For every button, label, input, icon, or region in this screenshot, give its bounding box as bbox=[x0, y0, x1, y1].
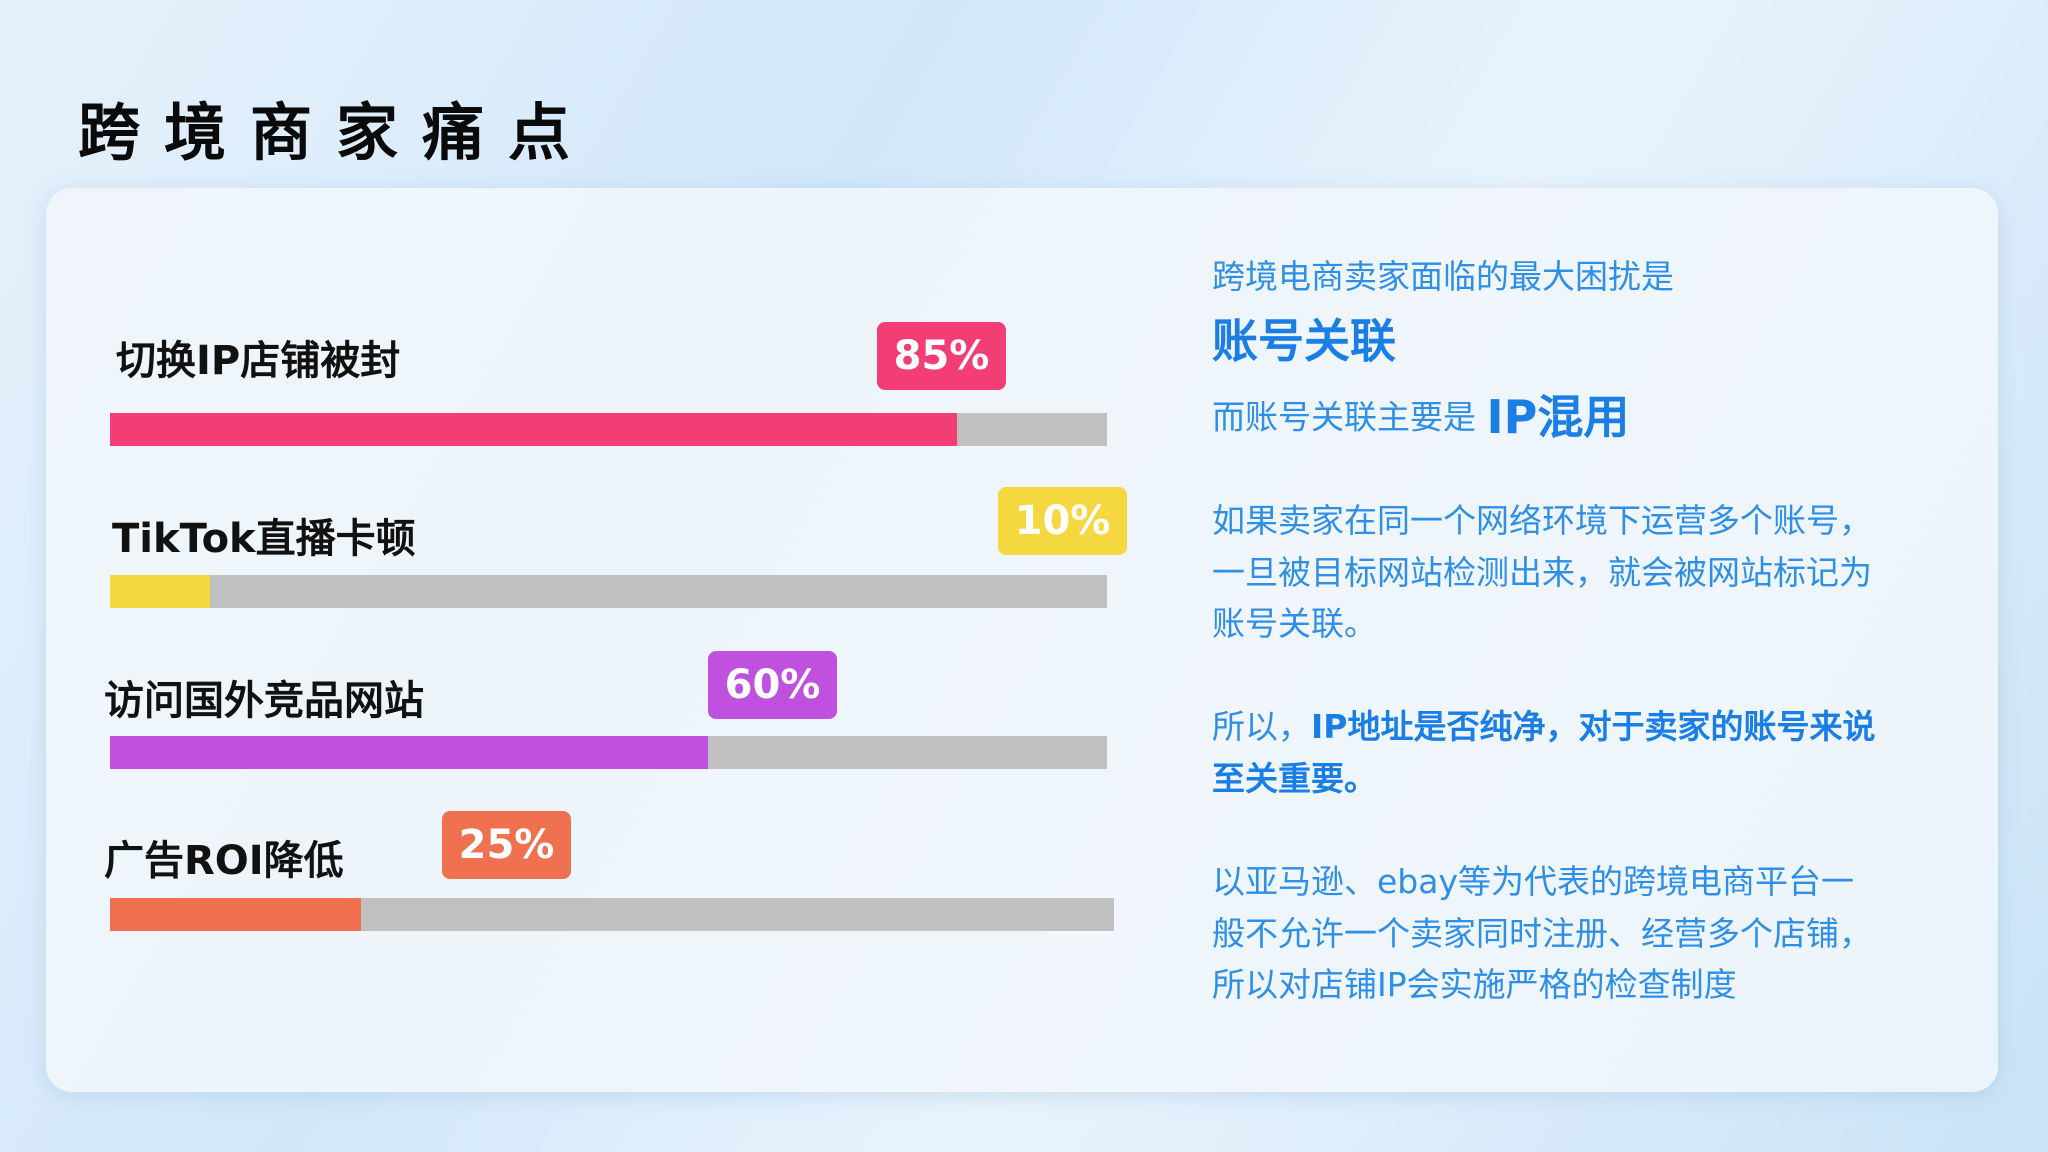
intro-text: 跨境电商卖家面临的最大困扰是 bbox=[1212, 257, 1674, 296]
bar-label: 广告ROI降低 bbox=[104, 838, 344, 884]
percent-badge: 10% bbox=[998, 487, 1127, 555]
progress-track bbox=[110, 736, 1107, 769]
progress-fill bbox=[110, 736, 709, 769]
progress-track bbox=[110, 898, 1114, 931]
page-title: 跨境商家痛点 bbox=[78, 96, 595, 169]
para1-line: 一旦被目标网站检测出来，就会被网站标记为 bbox=[1212, 553, 1872, 592]
highlight-ip-mixing: IP混用 bbox=[1486, 390, 1630, 444]
para3-line: 般不允许一个卖家同时注册、经营多个店铺， bbox=[1212, 914, 1872, 953]
highlight-account-linking: 账号关联 bbox=[1212, 314, 1396, 368]
para2-prefix: 所以， bbox=[1212, 707, 1311, 746]
content-card bbox=[46, 188, 1998, 1092]
progress-fill bbox=[110, 898, 361, 931]
bar-label: 切换IP店铺被封 bbox=[116, 338, 401, 384]
progress-track bbox=[110, 413, 1107, 446]
percent-badge: 85% bbox=[877, 322, 1006, 390]
progress-track bbox=[110, 575, 1107, 608]
para1-line: 如果卖家在同一个网络环境下运营多个账号， bbox=[1212, 501, 1872, 540]
percent-badge: 60% bbox=[708, 651, 837, 719]
percent-badge: 25% bbox=[442, 811, 571, 879]
para1-line: 账号关联。 bbox=[1212, 604, 1377, 643]
progress-fill bbox=[110, 413, 958, 446]
para3-line: 所以对店铺IP会实施严格的检查制度 bbox=[1212, 965, 1737, 1004]
bar-label: 访问国外竞品网站 bbox=[104, 678, 424, 724]
bar-label: TikTok直播卡顿 bbox=[112, 516, 416, 562]
progress-fill bbox=[110, 575, 210, 608]
para3-line: 以亚马逊、ebay等为代表的跨境电商平台一 bbox=[1212, 862, 1855, 901]
para2-bold: 至关重要。 bbox=[1212, 759, 1377, 798]
para2-bold: IP地址是否纯净，对于卖家的账号来说 bbox=[1311, 707, 1876, 746]
intro-text-2: 而账号关联主要是 bbox=[1212, 397, 1487, 437]
